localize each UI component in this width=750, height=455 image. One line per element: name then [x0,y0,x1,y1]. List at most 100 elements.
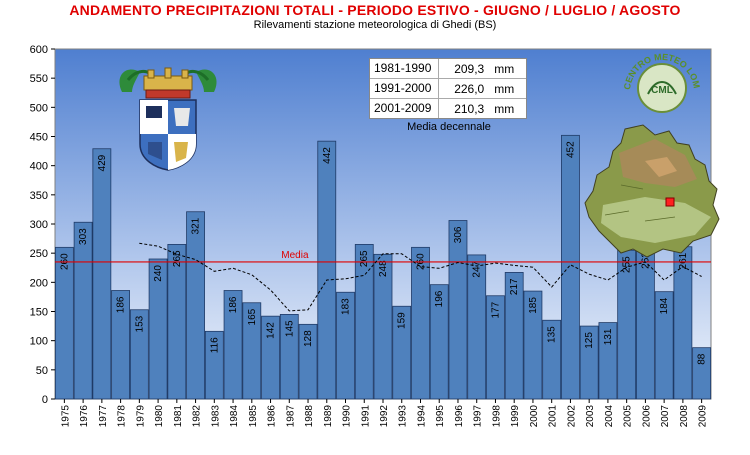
bar-value-label: 185 [528,297,539,314]
bar-value-label: 177 [490,301,501,318]
bar-value-label: 265 [172,250,183,267]
x-tick-label: 1977 [98,405,109,428]
x-tick-label: 1983 [210,405,221,428]
bar-value-label: 186 [228,296,239,313]
decade-period: 2001-2009 [370,99,439,118]
bar-value-label: 131 [603,328,614,345]
x-tick-label: 2005 [623,405,634,428]
overlay-lines: Media [55,242,711,312]
x-tick-label: 1998 [491,405,502,428]
bar-value-label: 247 [472,260,483,277]
bar-value-label: 265 [359,250,370,267]
bar-value-label: 159 [397,312,408,329]
bar-value-label: 88 [697,353,708,365]
decade-row: 1981-1990 209,3 mm [370,59,526,79]
x-tick-label: 2002 [566,405,577,428]
bar-value-label: 153 [134,315,145,332]
y-tick-label: 150 [30,307,48,319]
y-tick-label: 600 [30,44,48,56]
bar-value-label: 128 [303,330,314,347]
x-tick-label: 1986 [267,405,278,428]
x-tick-label: 2003 [585,405,596,428]
bar-value-label: 255 [622,256,633,273]
x-tick-label: 1984 [229,405,240,428]
bar [317,140,337,400]
y-tick-label: 50 [36,365,48,377]
decade-value: 210,3 [454,101,485,116]
x-tick-label: 1999 [510,405,521,428]
x-tick-label: 1988 [304,405,315,428]
x-tick-label: 1990 [342,405,353,428]
x-tick-label: 1982 [192,405,203,428]
y-tick-label: 100 [30,336,48,348]
bar [186,211,205,400]
x-tick-label: 2001 [548,405,559,428]
bar-value-label: 116 [209,337,220,353]
x-tick-label: 1975 [60,405,71,428]
decade-caption: Media decennale [407,121,491,133]
bar [73,221,93,400]
decade-period: 1981-1990 [370,59,439,78]
bar-value-label: 429 [97,154,108,171]
bar [92,148,112,400]
y-axis: 0 50 100 150 200 250 300 350 400 450 500 550 600 [30,44,55,406]
decade-period: 1991-2000 [370,79,439,98]
decade-unit: mm [494,81,515,96]
x-tick-label: 1985 [248,405,259,428]
y-tick-label: 400 [30,161,48,173]
decade-value: 226,0 [454,81,485,96]
x-tick-label: 1987 [285,405,296,428]
bar-value-label: 135 [547,326,558,343]
y-tick-label: 0 [42,394,48,406]
x-tick-label: 1997 [473,405,484,428]
x-axis: 1975 1976 1977 1978 1979 1980 1981 1982 1983 1984… [60,399,709,428]
x-tick-label: 2006 [641,405,652,428]
decade-average-table: 1981-1990 209,3 mm 1991-2000 226,0 mm 20… [369,58,527,119]
decade-value: 209,3 [454,61,485,76]
bar-value-label: 303 [78,228,89,245]
y-tick-label: 300 [30,219,48,231]
bar [448,220,468,400]
bar-value-label: 125 [584,332,595,349]
x-tick-label: 1995 [435,405,446,428]
x-tick-label: 2004 [604,405,615,428]
x-tick-label: 2000 [529,405,540,428]
bar-value-label: 217 [509,278,520,295]
y-tick-label: 500 [30,102,48,114]
decade-row: 1991-2000 226,0 mm [370,79,526,99]
bar-value-label: 306 [453,226,464,243]
x-tick-label: 1976 [79,405,90,428]
logo-initials: CML [651,85,673,96]
y-tick-label: 250 [30,248,48,260]
decade-unit: mm [494,61,515,76]
chart-title: ANDAMENTO PRECIPITAZIONI TOTALI - PERIOD… [69,2,681,18]
x-tick-label: 1996 [454,405,465,428]
x-tick-label: 1991 [360,405,371,428]
decade-row: 2001-2009 210,3 mm [370,99,526,118]
bar-value-label: 452 [565,141,576,158]
bar-value-label: 142 [266,322,277,339]
x-tick-label: 1981 [173,405,184,428]
bar-value-label: 240 [153,265,164,282]
bar-value-label: 248 [378,260,389,277]
bar-value-label: 183 [341,298,352,315]
bar-value-label: 261 [678,252,689,269]
bar-value-label: 262 [640,252,651,269]
y-tick-label: 350 [30,190,48,202]
bar-value-label: 321 [191,217,202,234]
bar-value-label: 442 [322,147,333,164]
moving-average-line [139,242,702,312]
x-tick-label: 1978 [117,405,128,428]
province-coat-of-arms [119,67,217,171]
mean-line-label: Media [281,250,309,261]
bar-value-label: 165 [247,308,258,325]
bar-value-label: 196 [434,290,445,307]
y-tick-label: 450 [30,132,48,144]
x-tick-label: 1980 [154,405,165,428]
y-tick-label: 200 [30,277,48,289]
x-tick-label: 1994 [416,405,427,428]
decade-unit: mm [494,101,515,116]
bar-value-label: 186 [116,296,127,313]
bar-value-label: 145 [284,320,295,337]
